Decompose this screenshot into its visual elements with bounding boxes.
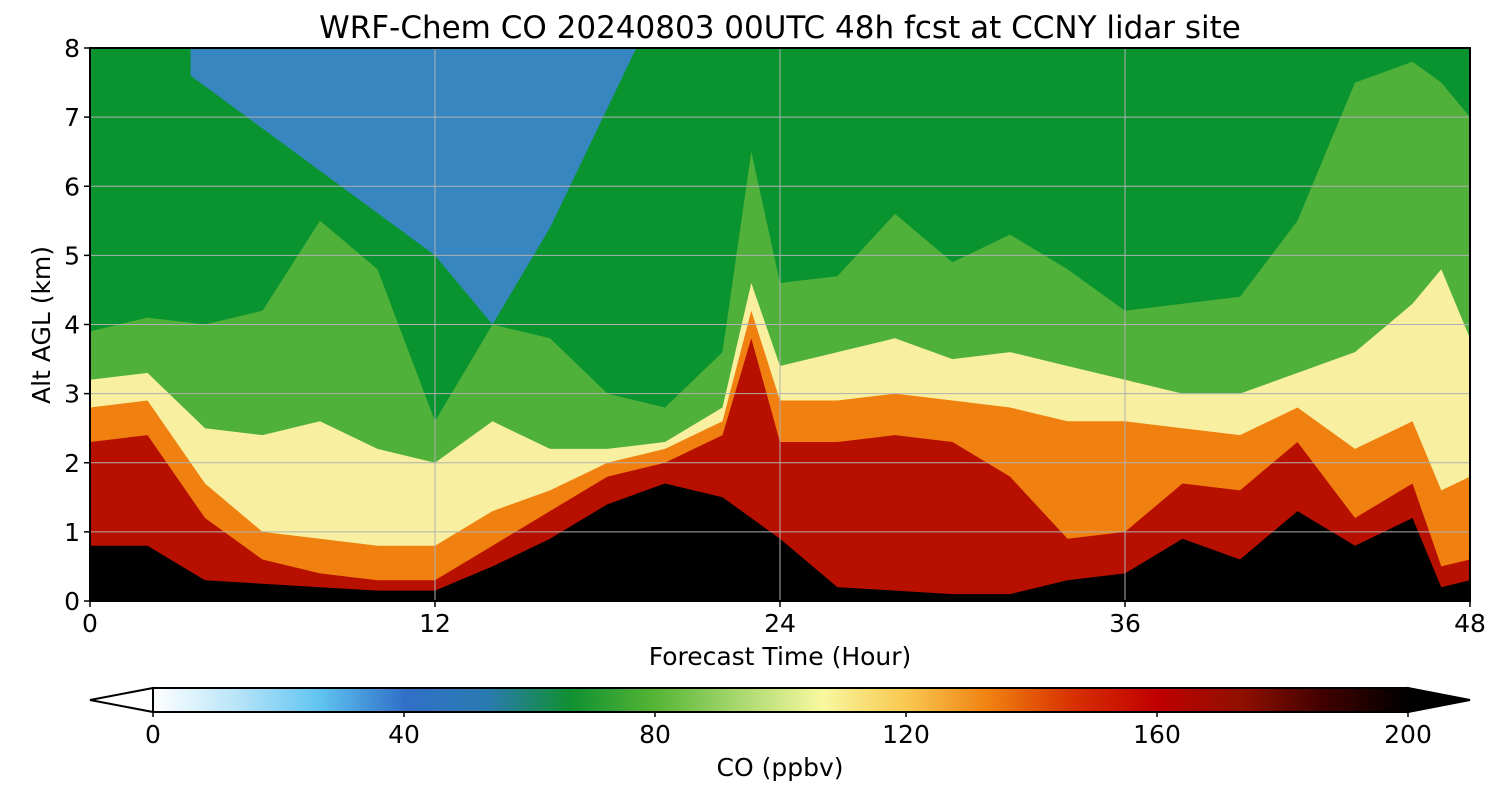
colorbar-label: CO (ppbv)	[717, 753, 844, 782]
colorbar-tick-label: 80	[639, 720, 671, 749]
y-tick-label: 1	[64, 518, 80, 547]
y-axis: 0 1 2 3 4 5 6 7 8	[64, 34, 90, 616]
y-tick-label: 2	[64, 449, 80, 478]
y-tick-label: 4	[64, 311, 80, 340]
colorbar-tick-label: 120	[882, 720, 930, 749]
colorbar: 0 40 80 120 160 200	[89, 686, 1471, 749]
y-tick-label: 6	[64, 172, 80, 201]
y-tick-label: 0	[64, 587, 80, 616]
y-tick-label: 7	[64, 103, 80, 132]
x-tick-label: 36	[1109, 609, 1141, 638]
x-tick-label: 48	[1454, 609, 1486, 638]
colorbar-tick-label: 40	[388, 720, 420, 749]
x-tick-label: 12	[419, 609, 451, 638]
y-tick-label: 3	[64, 380, 80, 409]
x-tick-label: 24	[764, 609, 796, 638]
y-tick-label: 8	[64, 34, 80, 63]
y-tick-label: 5	[64, 241, 80, 270]
chart-title: WRF-Chem CO 20240803 00UTC 48h fcst at C…	[319, 10, 1241, 46]
y-axis-label: Alt AGL (km)	[27, 246, 56, 404]
colorbar-extend-min	[89, 686, 154, 714]
x-axis-label: Forecast Time (Hour)	[649, 642, 912, 671]
colorbar-tick-label: 0	[145, 720, 161, 749]
colorbar-tick-label: 200	[1384, 720, 1432, 749]
colorbar-extend-max	[1407, 686, 1471, 714]
x-axis: 0 12 24 36 48	[82, 601, 1486, 638]
x-tick-label: 0	[82, 609, 98, 638]
colorbar-frame	[152, 687, 1409, 713]
colorbar-gradient	[153, 688, 1408, 712]
colorbar-tick-label: 160	[1133, 720, 1181, 749]
